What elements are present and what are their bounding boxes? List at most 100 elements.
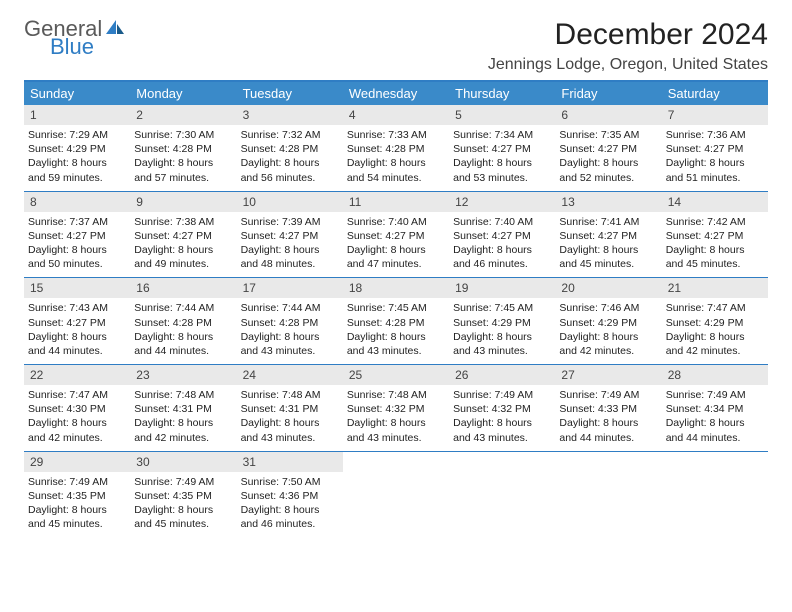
daylight-line: Daylight: 8 hours and 54 minutes. [347, 156, 445, 184]
day-number: 27 [555, 365, 661, 385]
daylight-line: Daylight: 8 hours and 57 minutes. [134, 156, 232, 184]
calendar-day-cell: 9 Sunrise: 7:38 AMSunset: 4:27 PMDaylight… [130, 192, 236, 278]
day-info: Sunrise: 7:43 AMSunset: 4:27 PMDaylight:… [24, 301, 130, 358]
daylight-line: Daylight: 8 hours and 46 minutes. [453, 243, 551, 271]
sunrise-line: Sunrise: 7:39 AM [241, 215, 339, 229]
sunset-line: Sunset: 4:27 PM [666, 142, 764, 156]
calendar: SundayMondayTuesdayWednesdayThursdayFrid… [24, 80, 768, 537]
sunrise-line: Sunrise: 7:49 AM [559, 388, 657, 402]
day-number: 1 [24, 105, 130, 125]
calendar-day-cell: 24 Sunrise: 7:48 AMSunset: 4:31 PMDayligh… [237, 365, 343, 451]
sunset-line: Sunset: 4:27 PM [28, 316, 126, 330]
sunrise-line: Sunrise: 7:35 AM [559, 128, 657, 142]
sunrise-line: Sunrise: 7:38 AM [134, 215, 232, 229]
day-info: Sunrise: 7:35 AMSunset: 4:27 PMDaylight:… [555, 128, 661, 185]
header: General Blue December 2024 Jennings Lodg… [24, 18, 768, 74]
sunset-line: Sunset: 4:28 PM [241, 142, 339, 156]
day-number: 25 [343, 365, 449, 385]
day-info: Sunrise: 7:50 AMSunset: 4:36 PMDaylight:… [237, 475, 343, 532]
day-number: 2 [130, 105, 236, 125]
daylight-line: Daylight: 8 hours and 53 minutes. [453, 156, 551, 184]
daylight-line: Daylight: 8 hours and 44 minutes. [666, 416, 764, 444]
daylight-line: Daylight: 8 hours and 45 minutes. [559, 243, 657, 271]
day-number: 22 [24, 365, 130, 385]
daylight-line: Daylight: 8 hours and 42 minutes. [134, 416, 232, 444]
calendar-day-cell: 8 Sunrise: 7:37 AMSunset: 4:27 PMDaylight… [24, 192, 130, 278]
day-number: 13 [555, 192, 661, 212]
day-number: 30 [130, 452, 236, 472]
day-info: Sunrise: 7:41 AMSunset: 4:27 PMDaylight:… [555, 215, 661, 272]
daylight-line: Daylight: 8 hours and 56 minutes. [241, 156, 339, 184]
day-number: 7 [662, 105, 768, 125]
day-number: 24 [237, 365, 343, 385]
day-info: Sunrise: 7:32 AMSunset: 4:28 PMDaylight:… [237, 128, 343, 185]
weekday-header-row: SundayMondayTuesdayWednesdayThursdayFrid… [24, 82, 768, 105]
calendar-day-cell: 30Sunrise: 7:49 AMSunset: 4:35 PMDayligh… [130, 452, 236, 538]
day-info: Sunrise: 7:48 AMSunset: 4:31 PMDaylight:… [237, 388, 343, 445]
sunset-line: Sunset: 4:27 PM [559, 142, 657, 156]
day-number: 8 [24, 192, 130, 212]
daylight-line: Daylight: 8 hours and 43 minutes. [453, 416, 551, 444]
sunrise-line: Sunrise: 7:48 AM [347, 388, 445, 402]
calendar-day-cell: 11Sunrise: 7:40 AMSunset: 4:27 PMDayligh… [343, 192, 449, 278]
daylight-line: Daylight: 8 hours and 49 minutes. [134, 243, 232, 271]
day-info: Sunrise: 7:44 AMSunset: 4:28 PMDaylight:… [130, 301, 236, 358]
sunset-line: Sunset: 4:28 PM [347, 142, 445, 156]
sunset-line: Sunset: 4:35 PM [134, 489, 232, 503]
calendar-day-cell: 5Sunrise: 7:34 AMSunset: 4:27 PMDaylight… [449, 105, 555, 191]
day-info: Sunrise: 7:37 AMSunset: 4:27 PMDaylight:… [24, 215, 130, 272]
sunset-line: Sunset: 4:34 PM [666, 402, 764, 416]
sunset-line: Sunset: 4:29 PM [666, 316, 764, 330]
sunrise-line: Sunrise: 7:49 AM [134, 475, 232, 489]
calendar-day-cell: 10Sunrise: 7:39 AMSunset: 4:27 PMDayligh… [237, 192, 343, 278]
calendar-empty-cell [662, 452, 768, 538]
calendar-day-cell: 17Sunrise: 7:44 AMSunset: 4:28 PMDayligh… [237, 278, 343, 364]
sunrise-line: Sunrise: 7:43 AM [28, 301, 126, 315]
sunset-line: Sunset: 4:27 PM [453, 142, 551, 156]
calendar-week-row: 8Sunrise: 7:37 AMSunset: 4:27 PMDaylight… [24, 192, 768, 279]
sunrise-line: Sunrise: 7:42 AM [666, 215, 764, 229]
day-info: Sunrise: 7:49 AMSunset: 4:33 PMDaylight:… [555, 388, 661, 445]
sunset-line: Sunset: 4:27 PM [241, 229, 339, 243]
calendar-empty-cell [449, 452, 555, 538]
sunrise-line: Sunrise: 7:30 AM [134, 128, 232, 142]
calendar-day-cell: 20Sunrise: 7:46 AMSunset: 4:29 PMDayligh… [555, 278, 661, 364]
calendar-day-cell: 13 Sunrise: 7:41 AMSunset: 4:27 PMDayligh… [555, 192, 661, 278]
sunset-line: Sunset: 4:27 PM [453, 229, 551, 243]
weekday-header: Friday [555, 82, 661, 105]
day-info: Sunrise: 7:47 AMSunset: 4:29 PMDaylight:… [662, 301, 768, 358]
calendar-day-cell: 3Sunrise: 7:32 AMSunset: 4:28 PMDaylight… [237, 105, 343, 191]
sunset-line: Sunset: 4:29 PM [453, 316, 551, 330]
daylight-line: Daylight: 8 hours and 43 minutes. [453, 330, 551, 358]
day-info: Sunrise: 7:49 AMSunset: 4:35 PMDaylight:… [24, 475, 130, 532]
day-number: 11 [343, 192, 449, 212]
calendar-day-cell: 4Sunrise: 7:33 AMSunset: 4:28 PMDaylight… [343, 105, 449, 191]
sunrise-line: Sunrise: 7:50 AM [241, 475, 339, 489]
day-number: 9 [130, 192, 236, 212]
sunset-line: Sunset: 4:29 PM [28, 142, 126, 156]
daylight-line: Daylight: 8 hours and 50 minutes. [28, 243, 126, 271]
sunset-line: Sunset: 4:27 PM [134, 229, 232, 243]
sunrise-line: Sunrise: 7:33 AM [347, 128, 445, 142]
calendar-day-cell: 1Sunrise: 7:29 AMSunset: 4:29 PMDaylight… [24, 105, 130, 191]
calendar-day-cell: 19Sunrise: 7:45 AMSunset: 4:29 PMDayligh… [449, 278, 555, 364]
location-subtitle: Jennings Lodge, Oregon, United States [488, 56, 768, 74]
daylight-line: Daylight: 8 hours and 45 minutes. [28, 503, 126, 531]
logo: General Blue [24, 18, 126, 58]
sunset-line: Sunset: 4:28 PM [347, 316, 445, 330]
sunrise-line: Sunrise: 7:34 AM [453, 128, 551, 142]
calendar-day-cell: 14Sunrise: 7:42 AMSunset: 4:27 PMDayligh… [662, 192, 768, 278]
weekday-header: Monday [130, 82, 236, 105]
day-info: Sunrise: 7:48 AMSunset: 4:32 PMDaylight:… [343, 388, 449, 445]
calendar-day-cell: 25 Sunrise: 7:48 AMSunset: 4:32 PMDayligh… [343, 365, 449, 451]
calendar-day-cell: 28Sunrise: 7:49 AMSunset: 4:34 PMDayligh… [662, 365, 768, 451]
calendar-empty-cell [555, 452, 661, 538]
sunrise-line: Sunrise: 7:37 AM [28, 215, 126, 229]
day-number: 10 [237, 192, 343, 212]
sunrise-line: Sunrise: 7:44 AM [241, 301, 339, 315]
day-info: Sunrise: 7:36 AMSunset: 4:27 PMDaylight:… [662, 128, 768, 185]
calendar-empty-cell [343, 452, 449, 538]
sunset-line: Sunset: 4:31 PM [134, 402, 232, 416]
daylight-line: Daylight: 8 hours and 47 minutes. [347, 243, 445, 271]
calendar-day-cell: 27 Sunrise: 7:49 AMSunset: 4:33 PMDayligh… [555, 365, 661, 451]
